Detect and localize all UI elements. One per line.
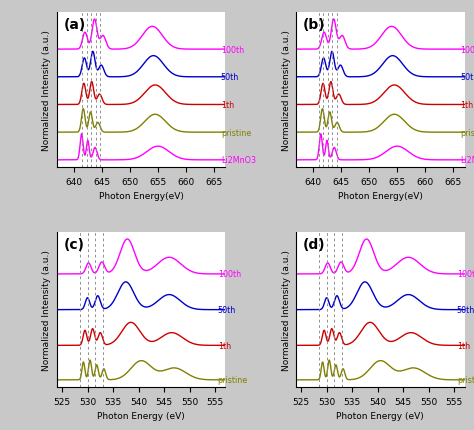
Text: Li2MnO3: Li2MnO3 bbox=[221, 156, 256, 165]
Text: 100th: 100th bbox=[218, 270, 241, 279]
Text: (d): (d) bbox=[303, 237, 326, 251]
Text: 1th: 1th bbox=[221, 101, 234, 110]
Y-axis label: Normalized Intensity (a.u.): Normalized Intensity (a.u.) bbox=[42, 249, 51, 370]
Text: 100th: 100th bbox=[221, 46, 244, 55]
Text: 1th: 1th bbox=[218, 341, 231, 350]
Text: (b): (b) bbox=[303, 18, 326, 31]
X-axis label: Photon Energy (eV): Photon Energy (eV) bbox=[97, 411, 185, 420]
Text: pristine: pristine bbox=[460, 128, 474, 137]
Text: 50th: 50th bbox=[457, 305, 474, 314]
Text: pristine: pristine bbox=[457, 375, 474, 384]
Text: 100th: 100th bbox=[457, 270, 474, 279]
Text: 50th: 50th bbox=[460, 73, 474, 82]
Text: Li2MnO3: Li2MnO3 bbox=[460, 156, 474, 165]
Text: pristine: pristine bbox=[218, 375, 248, 384]
Text: 1th: 1th bbox=[460, 101, 473, 110]
X-axis label: Photon Energy(eV): Photon Energy(eV) bbox=[99, 192, 183, 201]
Y-axis label: Normalized Intensity (a.u.): Normalized Intensity (a.u.) bbox=[282, 249, 291, 370]
Text: 1th: 1th bbox=[457, 341, 470, 350]
Text: (c): (c) bbox=[64, 237, 85, 251]
X-axis label: Photon Energy (eV): Photon Energy (eV) bbox=[337, 411, 424, 420]
Text: 100th: 100th bbox=[460, 46, 474, 55]
Text: (a): (a) bbox=[64, 18, 86, 31]
Y-axis label: Normalized Intensity (a.u.): Normalized Intensity (a.u.) bbox=[42, 30, 51, 150]
X-axis label: Photon Energy(eV): Photon Energy(eV) bbox=[338, 192, 423, 201]
Text: 50th: 50th bbox=[221, 73, 239, 82]
Y-axis label: Normalized Intensity (a.u.): Normalized Intensity (a.u.) bbox=[282, 30, 291, 150]
Text: 50th: 50th bbox=[218, 305, 236, 314]
Text: pristine: pristine bbox=[221, 128, 251, 137]
